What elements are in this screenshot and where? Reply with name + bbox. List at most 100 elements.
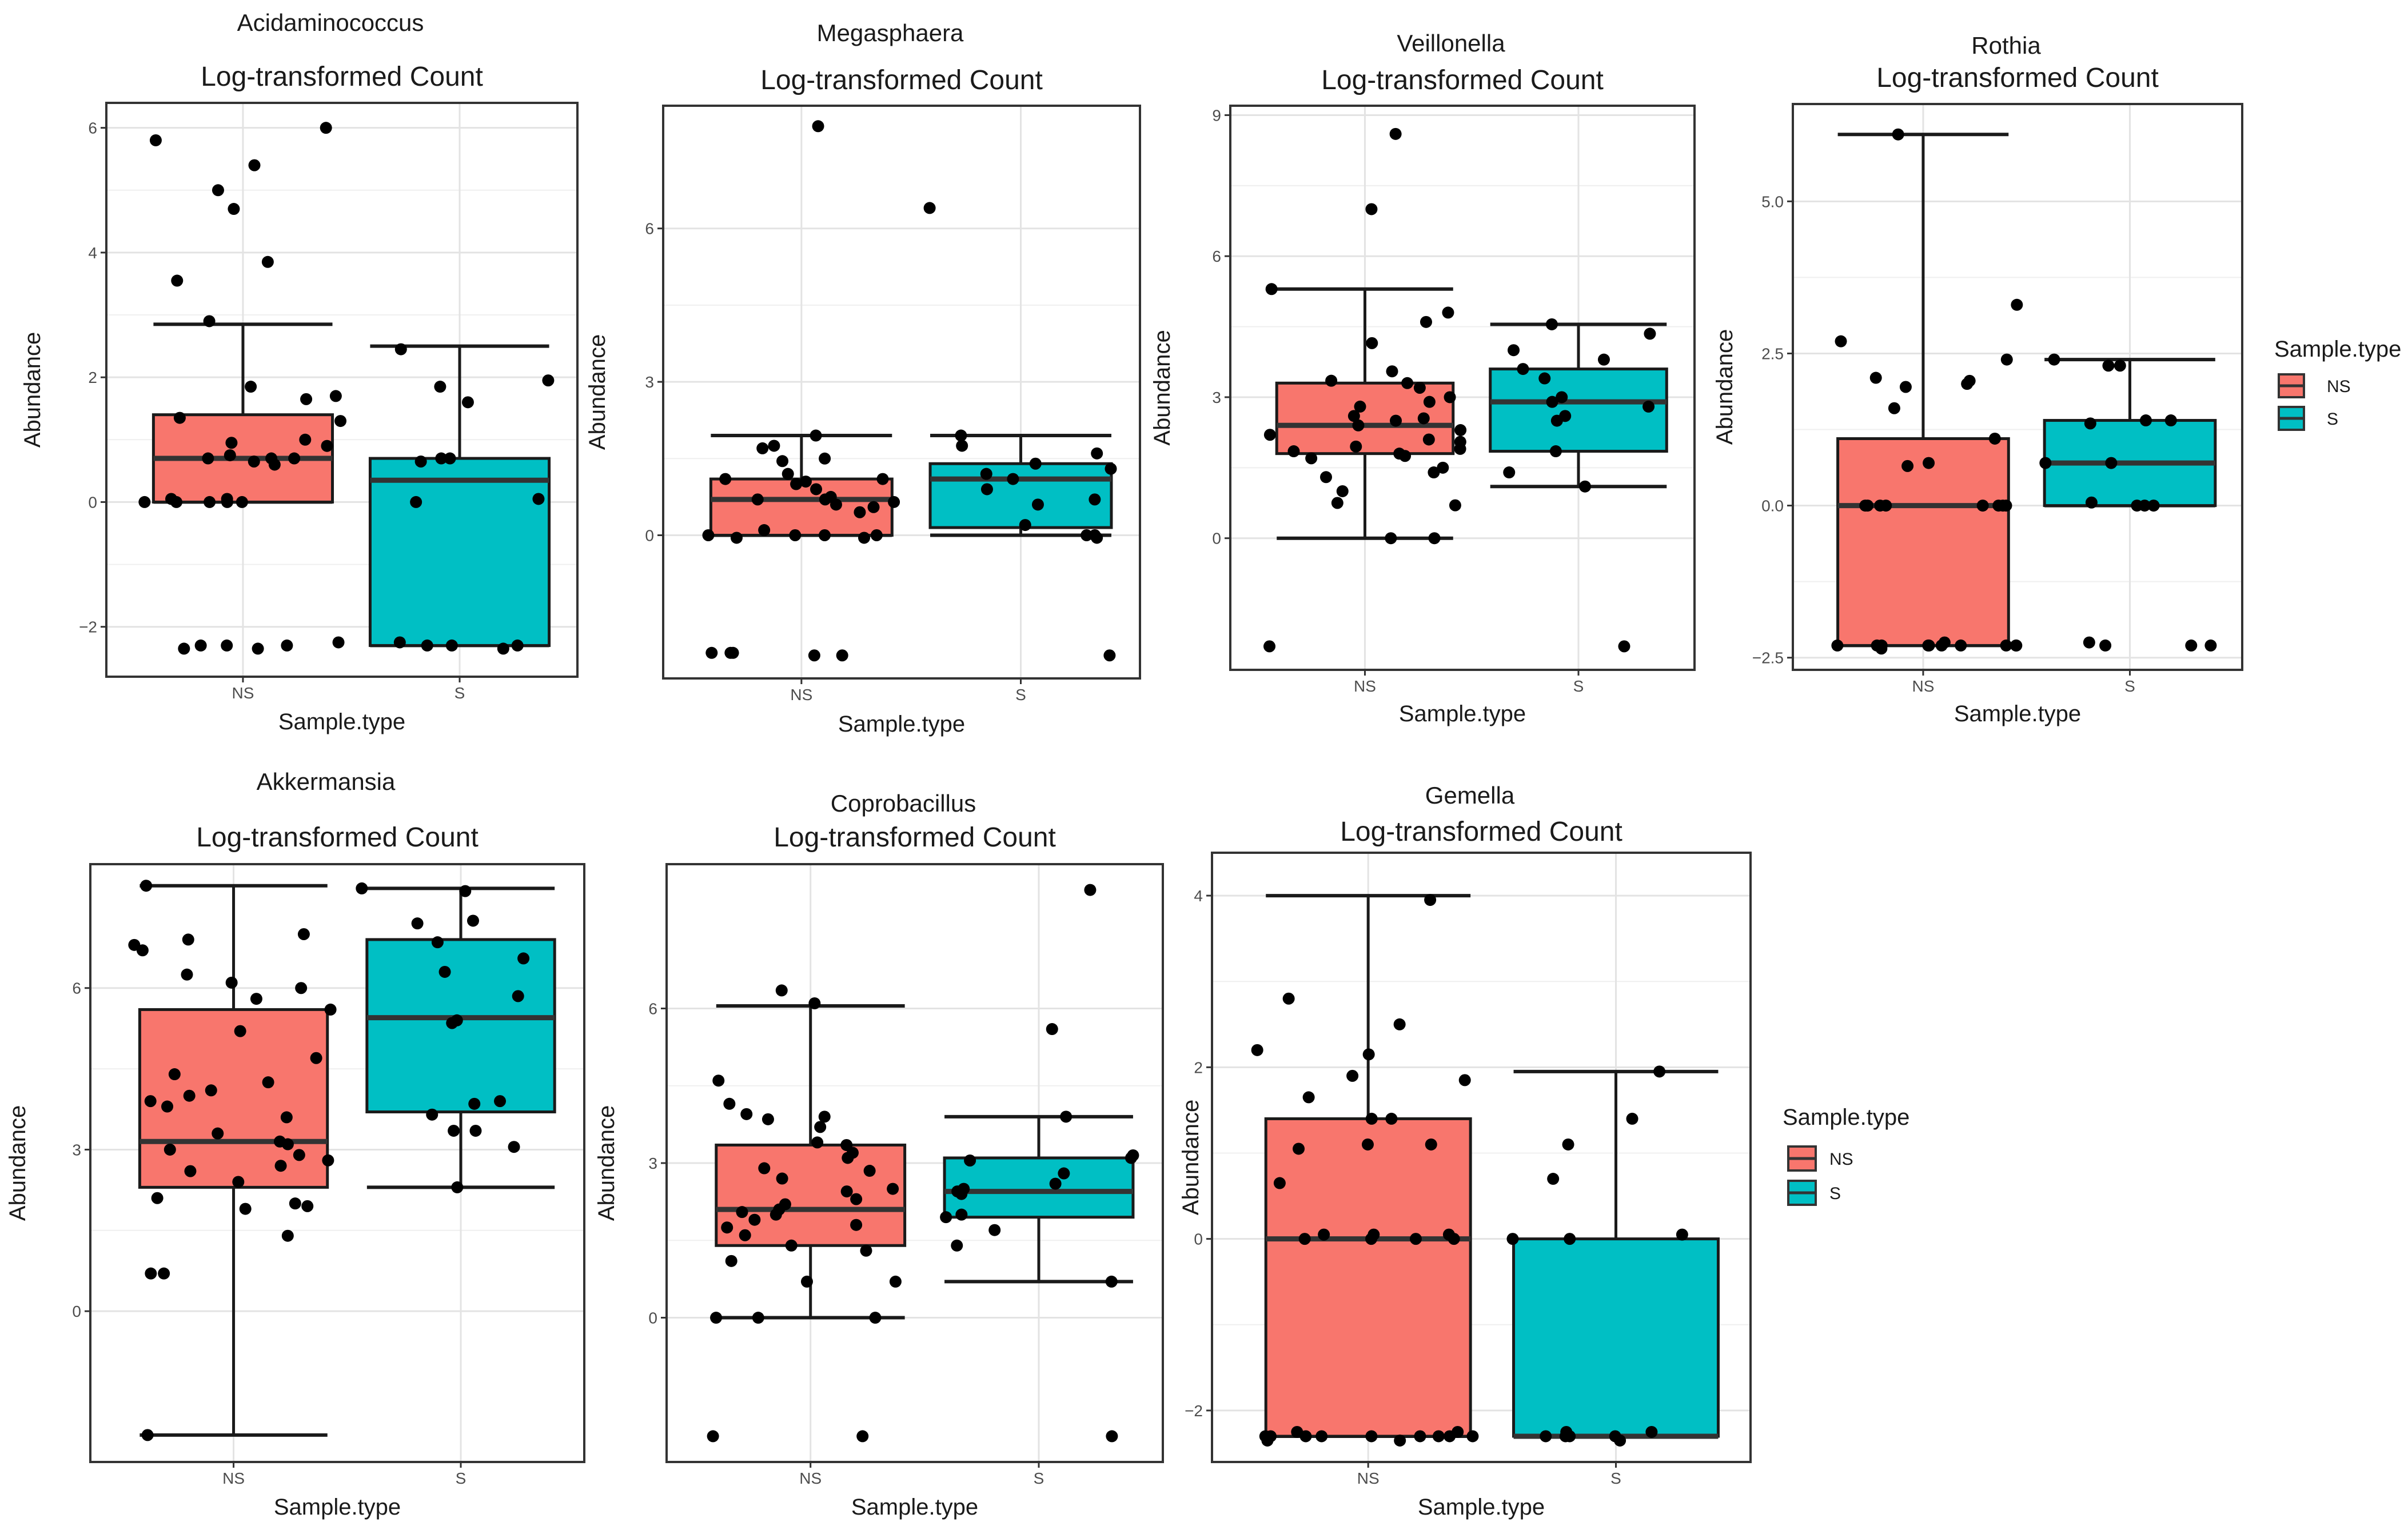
data-point-ns bbox=[810, 429, 822, 442]
data-point-ns bbox=[1892, 128, 1904, 141]
data-point-ns bbox=[799, 476, 812, 488]
data-point-ns bbox=[858, 532, 871, 544]
data-point-ns bbox=[725, 1255, 737, 1267]
data-point-s bbox=[511, 639, 524, 652]
data-point-ns bbox=[221, 496, 233, 508]
data-point-s bbox=[2039, 457, 2052, 469]
data-point-s bbox=[1618, 640, 1630, 653]
legend-title: Sample.type bbox=[1783, 1105, 1909, 1130]
data-point-s bbox=[1029, 457, 1042, 470]
data-point-s bbox=[1506, 1233, 1519, 1245]
panel-acidaminococcus: −2 0 2 4 6 NS S Acidaminococcus Log-transformed … bbox=[20, 9, 579, 734]
data-point-s bbox=[1546, 396, 1558, 408]
chart-subtitle: Log-transformed Count bbox=[201, 62, 483, 92]
data-point-ns bbox=[281, 1138, 294, 1151]
data-point-ns bbox=[248, 159, 261, 171]
y-tick-label: 2 bbox=[1194, 1058, 1203, 1076]
x-tick-label: NS bbox=[222, 1469, 245, 1487]
data-point-ns bbox=[334, 415, 347, 428]
data-point-ns bbox=[1417, 412, 1430, 425]
data-point-s bbox=[1545, 318, 1558, 330]
box-s bbox=[928, 462, 1113, 529]
data-point-ns bbox=[1361, 1138, 1374, 1151]
data-point-ns bbox=[1331, 497, 1343, 509]
data-point-ns bbox=[212, 184, 224, 197]
data-point-ns bbox=[140, 880, 153, 892]
data-point-s bbox=[1642, 400, 1655, 413]
data-point-ns bbox=[225, 976, 238, 989]
chart-subtitle: Log-transformed Count bbox=[774, 822, 1056, 853]
data-point-ns bbox=[228, 203, 240, 215]
y-tick-label: 0 bbox=[645, 527, 654, 545]
data-point-ns bbox=[1390, 414, 1402, 427]
plot-frame bbox=[1792, 103, 2243, 671]
box-s bbox=[1489, 367, 1668, 453]
data-point-ns bbox=[1366, 337, 1378, 349]
data-point-ns bbox=[1454, 424, 1467, 437]
data-point-s bbox=[1626, 1112, 1638, 1125]
data-point-ns bbox=[321, 440, 333, 452]
data-point-ns bbox=[1861, 500, 1874, 512]
data-point-ns bbox=[320, 122, 332, 134]
data-point-ns bbox=[776, 455, 789, 468]
data-point-ns bbox=[887, 1183, 899, 1195]
data-point-ns bbox=[203, 315, 216, 327]
data-point-s bbox=[1084, 884, 1097, 896]
data-point-s bbox=[955, 1208, 968, 1221]
data-point-ns bbox=[768, 440, 780, 452]
data-point-ns bbox=[1365, 1233, 1378, 1245]
data-point-s bbox=[1653, 1065, 1666, 1078]
data-point-ns bbox=[1442, 306, 1454, 319]
chart-title: Veillonella bbox=[1397, 30, 1505, 57]
data-point-ns bbox=[1424, 894, 1437, 906]
data-point-s bbox=[940, 1211, 952, 1224]
data-point-ns bbox=[268, 458, 281, 471]
chart-subtitle: Log-transformed Count bbox=[760, 65, 1043, 95]
data-point-ns bbox=[1336, 485, 1349, 497]
data-point-ns bbox=[141, 1429, 154, 1441]
y-tick-label: −2 bbox=[1185, 1402, 1203, 1420]
data-point-s bbox=[2085, 496, 2098, 509]
data-point-s bbox=[2185, 639, 2198, 652]
data-point-ns bbox=[752, 1312, 764, 1324]
data-point-s bbox=[468, 1097, 481, 1110]
x-axis-label: Sample.type bbox=[851, 1495, 978, 1520]
data-point-ns bbox=[1318, 1228, 1330, 1241]
data-point-ns bbox=[250, 993, 262, 1005]
data-point-s bbox=[1645, 1425, 1658, 1438]
y-tick-label: 0 bbox=[648, 1309, 657, 1327]
data-point-ns bbox=[1352, 419, 1365, 432]
data-point-s bbox=[1550, 414, 1563, 427]
data-point-ns bbox=[758, 1162, 771, 1175]
data-point-s bbox=[1058, 1167, 1070, 1180]
data-point-ns bbox=[1287, 445, 1300, 458]
x-tick-label: S bbox=[455, 684, 465, 702]
data-point-s bbox=[532, 493, 545, 505]
plot-frame bbox=[1211, 852, 1752, 1463]
data-point-ns bbox=[1992, 500, 2005, 512]
panel-rothia: −2.5 0.0 2.5 5.0 NS S Rothia Log-transformed Co… bbox=[1712, 32, 2243, 726]
plot-frame bbox=[89, 863, 585, 1463]
y-tick-label: 6 bbox=[648, 1000, 657, 1017]
y-tick-label: 2.5 bbox=[1761, 345, 1784, 362]
data-point-s bbox=[431, 936, 444, 949]
data-point-s bbox=[1562, 1138, 1574, 1151]
data-point-ns bbox=[1261, 1434, 1274, 1447]
y-tick-label: 0 bbox=[1212, 530, 1221, 548]
data-point-ns bbox=[808, 649, 820, 662]
data-point-ns bbox=[1393, 1018, 1406, 1030]
chart-title: Megasphaera bbox=[817, 19, 964, 46]
data-point-s bbox=[1105, 462, 1117, 475]
data-point-ns bbox=[724, 646, 737, 659]
data-point-s bbox=[497, 642, 509, 655]
x-tick-label: S bbox=[1610, 1469, 1621, 1487]
y-axis-label: Abundance bbox=[5, 1105, 30, 1221]
plot-frame bbox=[1229, 105, 1696, 671]
data-point-s bbox=[1031, 498, 1044, 511]
x-tick-label: S bbox=[1573, 677, 1584, 695]
data-point-ns bbox=[184, 1165, 197, 1177]
data-point-ns bbox=[1420, 315, 1432, 328]
data-point-ns bbox=[281, 1229, 294, 1242]
data-point-ns bbox=[775, 984, 788, 997]
